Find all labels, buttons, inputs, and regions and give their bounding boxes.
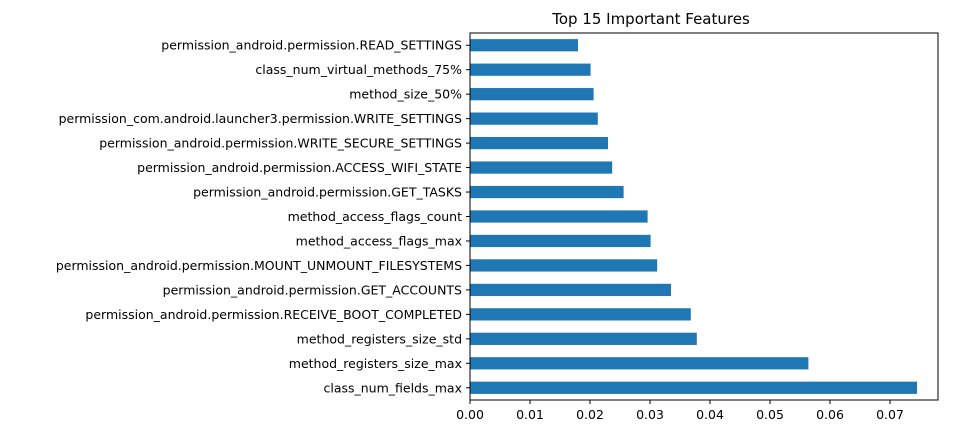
y-tick-label: method_size_50% <box>349 87 462 102</box>
x-tick-label: 0.02 <box>576 407 604 422</box>
bar <box>470 234 651 248</box>
bar <box>470 185 624 199</box>
bar <box>470 259 658 272</box>
y-tick-label: permission_android.permission.ACCESS_WIF… <box>137 160 462 175</box>
y-tick-label: method_registers_size_std <box>297 331 462 346</box>
bar <box>470 112 598 125</box>
bar <box>470 63 591 76</box>
y-tick-label: permission_android.permission.WRITE_SECU… <box>99 136 462 151</box>
bar <box>470 210 648 223</box>
bar <box>470 88 594 101</box>
y-tick-labels: permission_android.permission.READ_SETTI… <box>56 38 470 395</box>
bar <box>470 39 578 52</box>
x-tick-label: 0.00 <box>456 407 484 422</box>
x-tick-label: 0.03 <box>636 407 664 422</box>
y-tick-label: permission_android.permission.MOUNT_UNMO… <box>56 258 462 273</box>
y-tick-label: method_access_flags_count <box>288 209 462 224</box>
plot-frame <box>469 32 939 401</box>
y-tick-label: permission_android.permission.GET_TASKS <box>193 185 462 200</box>
bar <box>470 136 608 150</box>
bars-layer <box>470 39 917 394</box>
x-tick-label: 0.06 <box>816 407 844 422</box>
x-axis-ticks: 0.00 0.01 0.02 0.03 0.04 0.05 0.06 0.07 <box>456 400 904 422</box>
bar <box>470 332 697 345</box>
x-tick-label: 0.07 <box>876 407 904 422</box>
bar <box>470 357 809 370</box>
x-tick-label: 0.05 <box>756 407 784 422</box>
bar <box>470 161 613 174</box>
y-tick-label: class_num_virtual_methods_75% <box>255 62 462 77</box>
chart-title: Top 15 Important Features <box>551 10 750 28</box>
y-tick-label: permission_android.permission.READ_SETTI… <box>161 38 462 53</box>
y-tick-label: permission_android.permission.RECEIVE_BO… <box>85 307 462 322</box>
bar <box>470 381 917 394</box>
y-tick-label: class_num_fields_max <box>323 380 462 395</box>
y-tick-label: permission_android.permission.GET_ACCOUN… <box>163 282 462 297</box>
y-tick-label: method_registers_size_max <box>289 356 462 371</box>
x-tick-label: 0.01 <box>516 407 544 422</box>
bar <box>470 283 671 297</box>
x-tick-label: 0.04 <box>696 407 724 422</box>
y-tick-label: permission_com.android.launcher3.permiss… <box>59 111 462 126</box>
bar <box>470 308 691 321</box>
y-tick-label: method_access_flags_max <box>296 233 462 248</box>
